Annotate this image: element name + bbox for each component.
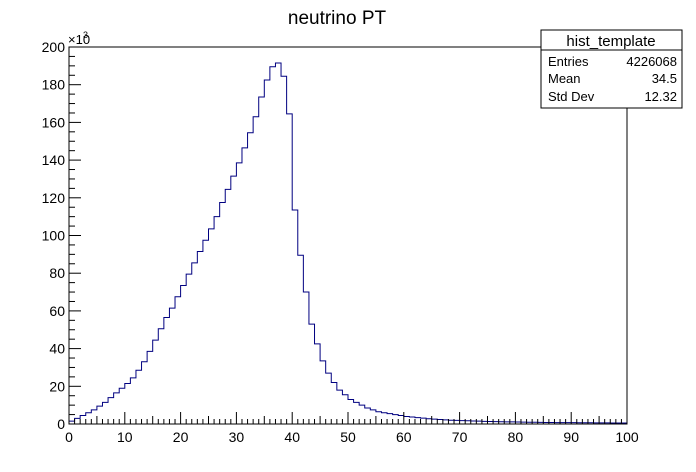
stats-box: hist_template Entries 4226068 Mean 34.5 … bbox=[540, 29, 683, 109]
x-tick-label: 60 bbox=[396, 429, 412, 445]
y-tick-label: 140 bbox=[42, 152, 66, 168]
stats-entries-value: 4226068 bbox=[626, 54, 677, 69]
y-tick-label: 40 bbox=[49, 341, 65, 357]
x-tick-label: 30 bbox=[229, 429, 245, 445]
x-tick-label: 50 bbox=[340, 429, 356, 445]
stats-mean-value: 34.5 bbox=[652, 71, 677, 86]
x-tick-label: 40 bbox=[284, 429, 300, 445]
chart-title: neutrino PT bbox=[288, 8, 387, 29]
y-tick-label: 100 bbox=[42, 228, 66, 244]
x-tick-label: 90 bbox=[563, 429, 579, 445]
histogram-series bbox=[68, 62, 628, 424]
y-axis: 0 20 40 60 80 100 120 140 160 180 200 bbox=[42, 39, 81, 432]
y-multiplier-exponent: 3 bbox=[83, 30, 88, 40]
x-tick-label: 100 bbox=[615, 429, 639, 445]
y-tick-label: 120 bbox=[42, 190, 66, 206]
y-tick-label: 180 bbox=[42, 77, 66, 93]
y-tick-label: 200 bbox=[42, 39, 66, 55]
stats-title: hist_template bbox=[566, 33, 655, 50]
stats-stddev-label: Std Dev bbox=[548, 89, 595, 104]
stats-box-frame bbox=[540, 29, 683, 109]
x-tick-label: 70 bbox=[452, 429, 468, 445]
y-tick-label: 0 bbox=[57, 416, 65, 432]
stats-mean-label: Mean bbox=[548, 71, 581, 86]
y-tick-label: 160 bbox=[42, 114, 66, 130]
y-tick-label: 60 bbox=[49, 303, 65, 319]
x-tick-label: 20 bbox=[173, 429, 189, 445]
x-axis: 0 10 20 30 40 50 60 70 80 90 100 bbox=[65, 412, 639, 445]
x-tick-label: 0 bbox=[65, 429, 73, 445]
y-axis-multiplier: ×10 3 bbox=[68, 30, 90, 47]
y-tick-label: 20 bbox=[49, 378, 65, 394]
stats-entries-label: Entries bbox=[548, 54, 589, 69]
stats-stddev-value: 12.32 bbox=[644, 89, 677, 104]
x-tick-label: 80 bbox=[508, 429, 524, 445]
y-multiplier-base: ×10 bbox=[68, 32, 90, 47]
x-tick-label: 10 bbox=[117, 429, 133, 445]
y-tick-label: 80 bbox=[49, 265, 65, 281]
histogram-line bbox=[68, 62, 628, 424]
